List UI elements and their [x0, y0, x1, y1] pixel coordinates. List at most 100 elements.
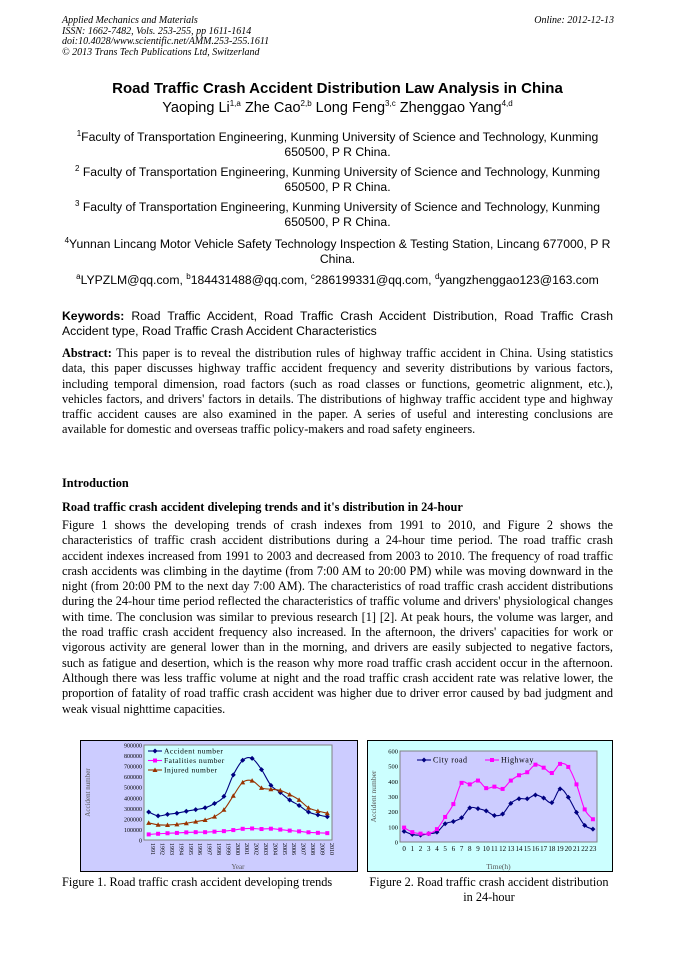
- diamond-marker: [183, 808, 189, 814]
- diamond-marker: [508, 800, 514, 806]
- y-tick-label: 500: [388, 764, 398, 771]
- triangle-marker: [259, 785, 264, 790]
- diamond-marker: [306, 809, 311, 815]
- diamond-marker: [459, 815, 465, 821]
- x-tick-label: 2009: [318, 843, 324, 855]
- square-marker: [492, 784, 497, 789]
- square-marker: [306, 830, 311, 835]
- triangle-marker: [152, 767, 158, 772]
- legend-label: Injured number: [164, 766, 217, 775]
- diamond-marker: [450, 819, 456, 825]
- author: Zhe Cao2,b: [244, 99, 312, 116]
- diamond-marker: [165, 811, 170, 817]
- legend-label: Fatalities number: [164, 756, 225, 765]
- figure-1-caption: Figure 1. Road traffic crash accident de…: [62, 875, 333, 889]
- square-marker: [221, 829, 226, 834]
- diamond-marker: [582, 822, 588, 828]
- square-marker: [268, 826, 273, 831]
- copyright: © 2013 Trans Tech Publications Ltd, Swit…: [62, 46, 260, 58]
- plot-area: [399, 750, 598, 843]
- x-tick-label: 20: [565, 845, 573, 853]
- diamond-marker: [221, 793, 227, 799]
- x-tick-label: 17: [540, 845, 548, 853]
- y-tick-label: 300000: [124, 807, 142, 813]
- x-tick-label: 11: [491, 845, 498, 853]
- square-marker: [278, 827, 283, 832]
- square-marker: [212, 829, 217, 834]
- y-axis-label: Accident number: [84, 768, 92, 817]
- diamond-marker: [532, 792, 538, 798]
- diamond-marker: [287, 797, 293, 803]
- x-tick-label: 1993: [168, 843, 174, 855]
- square-marker: [451, 802, 456, 807]
- square-marker: [240, 826, 245, 831]
- journal-header: Applied Mechanics and Materials ISSN: 16…: [62, 15, 270, 58]
- diamond-marker: [315, 812, 321, 818]
- diamond-marker: [421, 757, 427, 763]
- x-tick-label: 1996: [196, 843, 202, 855]
- triangle-marker: [287, 792, 293, 797]
- x-tick-label: 13: [507, 845, 515, 853]
- y-tick-label: 0: [395, 840, 398, 847]
- x-tick-label: 12: [499, 845, 507, 853]
- y-tick-label: 600000: [124, 775, 142, 781]
- diamond-marker: [401, 828, 407, 834]
- diamond-marker: [193, 807, 199, 813]
- diamond-marker: [202, 805, 208, 811]
- square-marker: [533, 762, 538, 767]
- square-marker: [558, 761, 563, 766]
- diamond-marker: [240, 757, 246, 763]
- x-tick-label: 2003: [262, 843, 268, 855]
- square-marker: [467, 782, 472, 787]
- x-tick-label: 9: [476, 845, 480, 853]
- square-marker: [525, 770, 530, 775]
- diamond-marker: [212, 800, 217, 806]
- emails: aLYPZLM@qq.com, b184431488@qq.com, c2861…: [76, 271, 599, 287]
- x-tick-label: 2002: [253, 843, 259, 855]
- x-tick-label: 2001: [243, 843, 249, 855]
- triangle-marker: [296, 797, 302, 802]
- y-tick-label: 900000: [124, 744, 142, 750]
- y-tick-label: 0: [139, 839, 142, 845]
- affiliation: 2 Faculty of Transportation Engineering,…: [75, 163, 600, 194]
- x-tick-label: 1: [411, 845, 415, 853]
- subsection-heading: Road traffic crash accident diveleping t…: [62, 500, 463, 514]
- x-tick-label: 0: [402, 845, 406, 853]
- square-marker: [153, 758, 157, 763]
- doi: doi:10.4028/www.scientific.net/AMM.253-2…: [62, 36, 270, 47]
- square-marker: [165, 831, 170, 836]
- square-marker: [459, 780, 464, 785]
- triangle-marker: [183, 820, 189, 826]
- square-marker: [156, 831, 161, 836]
- triangle-marker: [230, 793, 236, 798]
- triangle-marker: [146, 820, 152, 825]
- diamond-marker: [467, 805, 473, 811]
- diamond-marker: [324, 814, 330, 820]
- triangle-marker: [315, 808, 321, 813]
- x-tick-label: 1994: [177, 843, 183, 855]
- square-marker: [146, 832, 151, 837]
- square-marker: [410, 830, 415, 835]
- figure-2-caption: Figure 2. Road traffic crash accident di…: [369, 875, 609, 904]
- square-marker: [574, 782, 579, 787]
- x-axis-label: Time(h): [486, 862, 511, 871]
- diamond-marker: [268, 782, 274, 788]
- triangle-marker: [202, 817, 208, 822]
- x-tick-label: 2010: [328, 843, 334, 855]
- square-marker: [475, 778, 480, 783]
- triangle-marker: [268, 786, 274, 792]
- x-tick-label: 21: [573, 845, 581, 853]
- legend-label: Highway: [501, 756, 534, 765]
- x-axis-label: Year: [232, 863, 246, 871]
- square-marker: [590, 817, 595, 822]
- square-marker: [443, 814, 448, 819]
- triangle-marker: [212, 814, 217, 819]
- abstract: Abstract: This paper is to reveal the di…: [62, 346, 613, 437]
- body-paragraph: Figure 1 shows the developing trends of …: [62, 518, 613, 716]
- square-marker: [490, 758, 494, 762]
- square-marker: [203, 830, 208, 835]
- diamond-marker: [524, 796, 530, 802]
- issn: ISSN: 1662-7482, Vols. 253-255, pp 1611-…: [62, 25, 252, 37]
- journal-name: Applied Mechanics and Materials: [62, 15, 198, 26]
